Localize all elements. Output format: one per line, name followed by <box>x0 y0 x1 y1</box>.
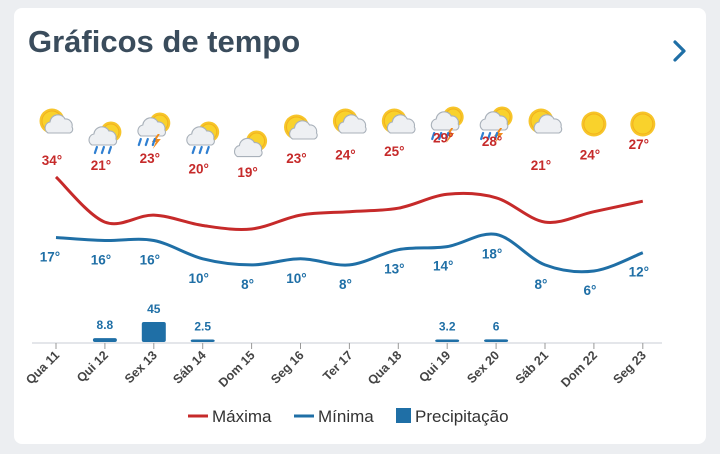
min-temp-label: 10° <box>188 271 208 286</box>
partly-sunny-icon <box>39 108 74 134</box>
thunderstorm-sun-icon <box>137 112 171 149</box>
weather-chart: 34° 21° 23° 20° 19° 23° 24° 25° 29° 28° 21° 24° 27° 1… <box>23 106 662 426</box>
thunderstorm-sun-icon <box>430 106 464 143</box>
partly-sunny-icon <box>332 108 367 134</box>
precip-value-label: 3.2 <box>439 320 456 334</box>
x-tick-label: Seg 23 <box>611 348 649 386</box>
x-tick-label: Dom 15 <box>216 348 258 390</box>
thunderstorm-sun-icon <box>479 106 513 143</box>
partly-cloudy-icon <box>234 130 268 158</box>
legend-max-label: Máxima <box>212 407 272 426</box>
min-temp-label: 14° <box>433 259 453 274</box>
legend-precip-label: Precipitação <box>415 407 509 426</box>
min-temp-label: 10° <box>286 271 306 286</box>
min-temp-label: 18° <box>482 246 502 261</box>
card-title: Gráficos de tempo <box>28 24 301 59</box>
min-temp-label: 17° <box>40 249 60 264</box>
min-temp-label: 8° <box>535 277 548 292</box>
x-tick-label: Sex 20 <box>464 348 502 386</box>
x-tick-label: Qua 18 <box>365 348 404 387</box>
weather-chart-card: Gráficos de tempo 34° 21° 23° 20° 19° 23° 24° 2… <box>14 8 706 444</box>
precip-bar <box>141 322 166 342</box>
max-temp-label: 34° <box>42 153 62 168</box>
max-temp-label: 28° <box>482 134 502 149</box>
precip-value-label: 2.5 <box>194 320 211 334</box>
max-temp-label: 24° <box>335 148 355 163</box>
precip-value-label: 45 <box>147 302 161 316</box>
x-tick-label: Dom 22 <box>558 348 600 390</box>
partly-sunny-icon <box>528 108 563 134</box>
x-tick-label: Ter 17 <box>320 348 355 383</box>
max-temp-line <box>54 175 644 231</box>
x-tick-label: Sáb 21 <box>513 348 551 386</box>
min-temp-label: 13° <box>384 262 404 277</box>
partly-sunny-icon <box>381 108 416 134</box>
max-temp-label: 25° <box>384 144 404 159</box>
max-temp-label: 27° <box>629 137 649 152</box>
x-tick-label: Sáb 14 <box>170 348 208 386</box>
max-temp-label: 20° <box>188 162 208 177</box>
min-temp-label: 16° <box>91 253 111 268</box>
sun-icon <box>630 111 656 137</box>
min-temp-label: 6° <box>583 283 596 298</box>
precip-bar <box>190 339 215 342</box>
partly-sunny-icon <box>284 114 318 140</box>
max-temp-label: 19° <box>237 165 257 180</box>
precip-bar <box>484 339 509 342</box>
precip-bar <box>435 339 460 342</box>
precip-value-label: 6 <box>493 319 500 333</box>
max-temp-label: 23° <box>286 151 306 166</box>
precip-value-label: 8.8 <box>97 318 114 332</box>
x-tick-label: Qui 19 <box>416 348 453 385</box>
legend-precip-swatch <box>396 408 411 423</box>
x-tick-label: Qui 12 <box>74 348 111 385</box>
chevron-right-icon[interactable] <box>670 38 690 64</box>
precip-bar <box>92 338 117 342</box>
min-temp-line <box>55 232 644 274</box>
max-temp-label: 21° <box>91 158 111 173</box>
legend-min-label: Mínima <box>318 407 374 426</box>
max-temp-label: 23° <box>140 151 160 166</box>
rain-cloud-sun-icon <box>88 121 122 155</box>
min-temp-label: 12° <box>629 265 649 280</box>
max-temp-label: 21° <box>531 158 551 173</box>
min-temp-label: 16° <box>140 253 160 268</box>
x-tick-label: Seg 16 <box>268 348 306 386</box>
min-temp-label: 8° <box>339 277 352 292</box>
x-tick-label: Sex 13 <box>122 348 160 386</box>
min-temp-label: 8° <box>241 277 254 292</box>
max-temp-label: 29° <box>433 130 453 145</box>
rain-cloud-sun-icon <box>186 121 220 155</box>
sun-icon <box>581 111 607 137</box>
max-temp-label: 24° <box>580 148 600 163</box>
x-tick-label: Qua 11 <box>23 348 62 387</box>
